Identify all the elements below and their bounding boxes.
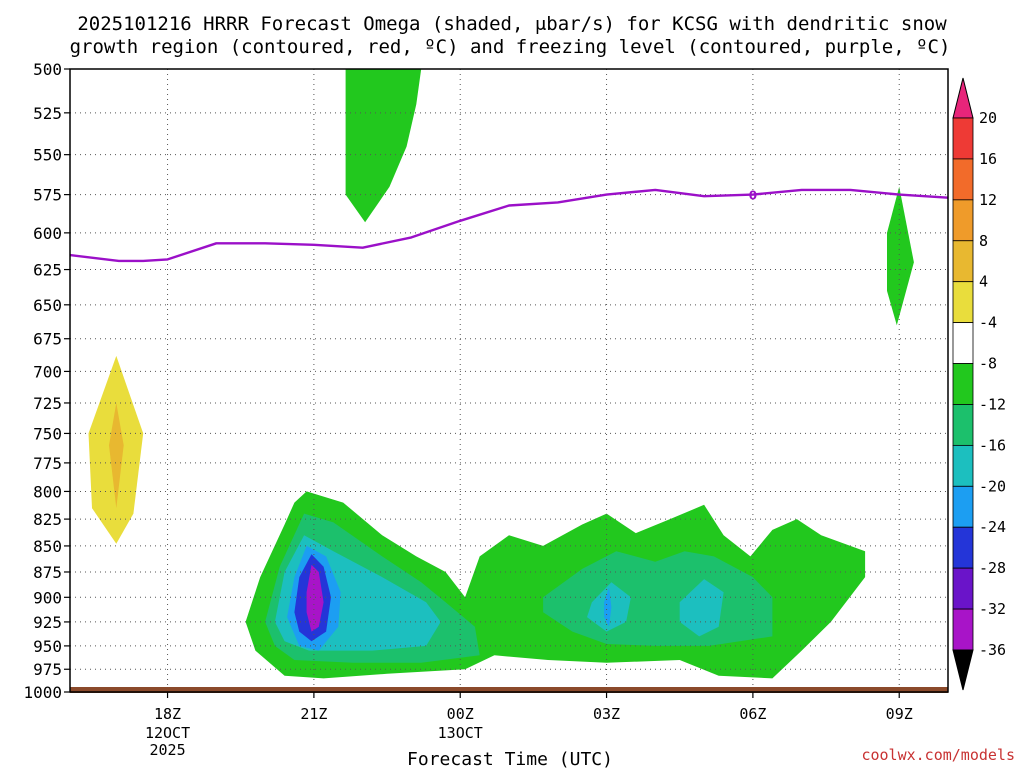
y-tick-label: 750 [33, 424, 62, 443]
plot-frame [69, 68, 949, 693]
colorbar-label: -32 [979, 600, 1006, 618]
colorbar-label: -8 [979, 355, 997, 373]
colorbar-label: 20 [979, 109, 997, 127]
ground-surface [70, 687, 948, 693]
y-tick-label: 550 [33, 146, 62, 165]
chart-title-line1: 2025101216 HRRR Forecast Omega (shaded, … [77, 13, 947, 35]
colorbar-bottom-arrow [952, 649, 974, 691]
y-tick-label: 775 [33, 454, 62, 473]
omega-region-magenta-core [306, 564, 324, 632]
colorbar-label: -4 [979, 314, 997, 332]
y-tick-label: 850 [33, 537, 62, 556]
x-tick-label: 00Z [447, 705, 474, 723]
freezing-level-line [69, 188, 949, 263]
y-tick-label: 825 [33, 510, 62, 529]
y-tick-label: 700 [33, 362, 62, 381]
y-tick-label: 1000 [23, 683, 62, 702]
watermark: coolwx.com/models [861, 746, 1015, 764]
y-tick-label: 575 [33, 186, 62, 205]
colorbar-label: -20 [979, 477, 1006, 495]
colorbar-segment [952, 526, 974, 569]
colorbar-label: -24 [979, 518, 1006, 536]
colorbar-segment [952, 199, 974, 242]
colorbar-top-arrow [952, 77, 974, 119]
omega-region-upper-22z [345, 69, 422, 223]
colorbar-segment [952, 281, 974, 324]
x-tick-label: 21Z [300, 705, 327, 723]
colorbar-segment [952, 567, 974, 610]
y-tick-label: 500 [33, 60, 62, 79]
x-tick-label: 03Z [593, 705, 620, 723]
colorbar-segment [952, 158, 974, 201]
y-tick-label: 800 [33, 482, 62, 501]
x-tick-sublabel: 12OCT [145, 724, 190, 742]
y-tick-label: 725 [33, 394, 62, 413]
y-tick-label: 600 [33, 224, 62, 243]
colorbar-segment [952, 117, 974, 160]
y-tick-label: 525 [33, 104, 62, 123]
colorbar-label: 8 [979, 232, 988, 250]
x-tick-label: 06Z [739, 705, 766, 723]
y-tick-label: 650 [33, 296, 62, 315]
y-tick-label: 625 [33, 261, 62, 280]
colorbar-label: -36 [979, 641, 1006, 659]
colorbar-label: -28 [979, 559, 1006, 577]
colorbar-label: 4 [979, 273, 988, 291]
y-tick-label: 900 [33, 588, 62, 607]
y-tick-label: 975 [33, 660, 62, 679]
colorbar-segment [952, 363, 974, 405]
omega-region-subsidence-core [109, 403, 124, 509]
colorbar-segment [952, 404, 974, 446]
colorbar-label: 16 [979, 150, 997, 168]
colorbar-label: -16 [979, 436, 1006, 454]
y-axis: 500 525 550 575 600 625 650 675 700 725 750 775 800 8… [23, 60, 70, 702]
x-axis-label: Forecast Time (UTC) [407, 749, 613, 768]
y-tick-label: 675 [33, 330, 62, 349]
colorbar-segment [952, 608, 974, 651]
colorbar-segment [952, 485, 974, 528]
x-tick-label: 09Z [886, 705, 913, 723]
colorbar-label: 12 [979, 191, 997, 209]
chart-title-line2: growth region (contoured, red, ºC) and f… [70, 36, 951, 58]
colorbar-segment [952, 444, 974, 487]
x-tick-sublabel: 13OCT [438, 724, 483, 742]
colorbar-segment [952, 322, 974, 364]
colorbar: 20 16 12 8 4 -4 -8 -12 -16 -20 -24 -28 -32 -36 [952, 77, 1006, 691]
y-tick-label: 950 [33, 637, 62, 656]
omega-region-09z [887, 186, 914, 326]
freezing-level-contour-label: 0 [749, 189, 757, 203]
freezing-level-contour: 0 [69, 188, 949, 263]
omega-shading [88, 69, 914, 679]
colorbar-segment [952, 240, 974, 283]
x-tick-sublabel: 2025 [149, 741, 185, 759]
x-tick-label: 18Z [154, 705, 181, 723]
y-tick-label: 875 [33, 563, 62, 582]
y-tick-label: 925 [33, 613, 62, 632]
colorbar-label: -12 [979, 395, 1006, 413]
